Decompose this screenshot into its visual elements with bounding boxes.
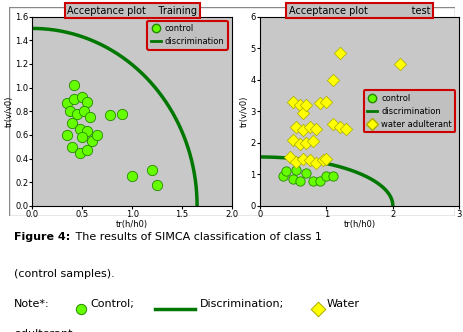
Point (395, 61, 402, 66)
Point (312, 126, 319, 131)
Point (335, 50, 343, 55)
Y-axis label: tr(v/v0): tr(v/v0) (5, 96, 13, 127)
Point (289, 176, 296, 182)
Point (302, 102, 309, 108)
Point (292, 159, 300, 164)
Point (70, 83, 78, 88)
Point (83, 99, 91, 104)
Point (148, 168, 156, 173)
Point (292, 167, 300, 172)
Point (94, 132, 101, 137)
Point (78, 134, 86, 140)
Legend: control, discrimination, water adulterant: control, discrimination, water adulteran… (363, 90, 454, 132)
Point (83, 129, 91, 134)
Text: (control samples).: (control samples). (14, 269, 114, 279)
Point (77, 306, 85, 311)
Point (128, 174, 136, 179)
Point (299, 156, 306, 161)
Point (292, 124, 300, 129)
Point (306, 124, 313, 129)
Point (299, 127, 306, 133)
Point (312, 161, 319, 166)
Point (322, 99, 329, 105)
Y-axis label: tr(v/v0): tr(v/v0) (239, 96, 248, 127)
Point (295, 178, 303, 183)
Point (342, 126, 349, 131)
Point (81, 109, 88, 114)
Point (106, 112, 114, 118)
Text: Note*:: Note*: (14, 299, 50, 309)
Point (289, 99, 296, 105)
Point (87, 115, 94, 120)
Text: Control;: Control; (90, 299, 134, 309)
Text: adulterant.: adulterant. (14, 329, 76, 332)
Text: Discrimination;: Discrimination; (199, 299, 283, 309)
Point (329, 121, 336, 126)
Point (119, 111, 126, 116)
Point (322, 173, 329, 179)
Point (295, 142, 303, 147)
Point (299, 110, 306, 116)
Point (70, 97, 78, 102)
Point (153, 182, 161, 187)
Point (335, 124, 343, 129)
Point (78, 94, 86, 100)
Point (88, 138, 96, 143)
Text: Figure 4:: Figure 4: (14, 232, 70, 242)
Title: Acceptance plot    Training: Acceptance plot Training (67, 6, 197, 16)
Title: Acceptance plot              test: Acceptance plot test (288, 6, 429, 16)
Point (76, 150, 84, 155)
X-axis label: tr(h/h0): tr(h/h0) (343, 220, 375, 229)
Text: The results of SIMCA classification of class 1: The results of SIMCA classification of c… (72, 232, 321, 242)
Point (285, 154, 293, 160)
Point (302, 170, 309, 175)
Point (309, 138, 316, 144)
X-axis label: tr(h/h0): tr(h/h0) (116, 220, 148, 229)
Text: Water: Water (326, 299, 359, 309)
Point (76, 126, 84, 131)
Point (315, 101, 323, 106)
Point (313, 306, 321, 311)
Point (322, 156, 329, 161)
Point (63, 100, 71, 106)
Point (83, 148, 91, 153)
Point (63, 132, 71, 137)
Point (69, 121, 76, 126)
Point (279, 173, 286, 179)
Point (69, 144, 76, 149)
Point (282, 169, 289, 174)
Point (315, 179, 323, 184)
Point (289, 137, 296, 142)
Point (309, 179, 316, 184)
Point (319, 157, 326, 163)
Point (67, 109, 74, 114)
Point (306, 157, 313, 163)
Point (295, 102, 303, 108)
Point (329, 173, 336, 179)
Legend: control, discrimination: control, discrimination (147, 21, 227, 49)
Point (329, 77, 336, 82)
Point (74, 111, 81, 116)
Point (302, 140, 309, 145)
